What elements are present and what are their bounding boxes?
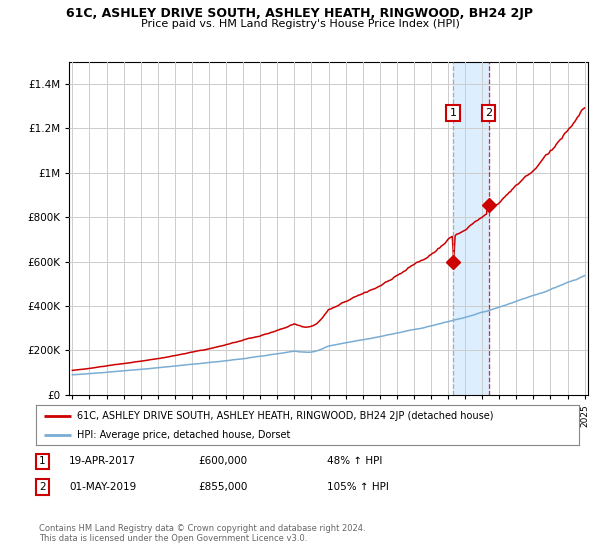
Text: 61C, ASHLEY DRIVE SOUTH, ASHLEY HEATH, RINGWOOD, BH24 2JP (detached house): 61C, ASHLEY DRIVE SOUTH, ASHLEY HEATH, R… bbox=[77, 411, 493, 421]
Text: 105% ↑ HPI: 105% ↑ HPI bbox=[327, 482, 389, 492]
Text: 1: 1 bbox=[449, 108, 457, 118]
Text: Contains HM Land Registry data © Crown copyright and database right 2024.
This d: Contains HM Land Registry data © Crown c… bbox=[39, 524, 365, 543]
Text: 61C, ASHLEY DRIVE SOUTH, ASHLEY HEATH, RINGWOOD, BH24 2JP: 61C, ASHLEY DRIVE SOUTH, ASHLEY HEATH, R… bbox=[67, 7, 533, 20]
Text: 48% ↑ HPI: 48% ↑ HPI bbox=[327, 456, 382, 466]
Text: Price paid vs. HM Land Registry's House Price Index (HPI): Price paid vs. HM Land Registry's House … bbox=[140, 19, 460, 29]
Text: HPI: Average price, detached house, Dorset: HPI: Average price, detached house, Dors… bbox=[77, 430, 290, 440]
Text: £855,000: £855,000 bbox=[198, 482, 247, 492]
Text: 1: 1 bbox=[39, 456, 46, 466]
Text: £600,000: £600,000 bbox=[198, 456, 247, 466]
Text: 19-APR-2017: 19-APR-2017 bbox=[69, 456, 136, 466]
Text: 2: 2 bbox=[485, 108, 492, 118]
Text: 2: 2 bbox=[39, 482, 46, 492]
Bar bbox=[453, 62, 488, 395]
Text: 01-MAY-2019: 01-MAY-2019 bbox=[69, 482, 136, 492]
